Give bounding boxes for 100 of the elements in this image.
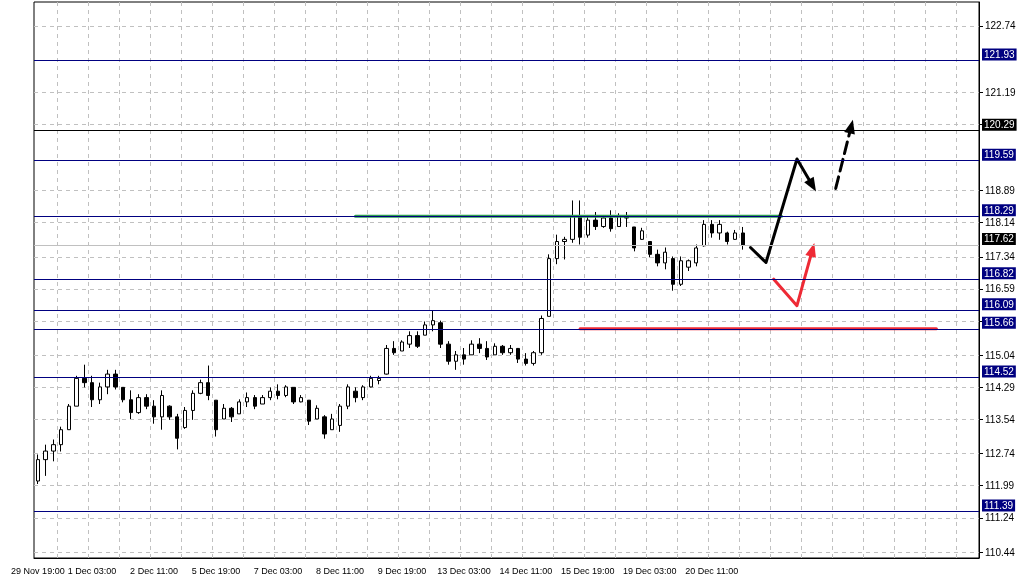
y-tick-label: 115.04 — [985, 349, 1016, 361]
candlestick — [462, 347, 466, 366]
candlestick — [346, 383, 350, 410]
candlestick — [609, 209, 613, 233]
ref-line-label: 120.29 — [984, 119, 1016, 131]
candlestick — [369, 375, 373, 388]
candlestick — [136, 393, 141, 415]
y-tick-label: 114.29 — [985, 381, 1016, 393]
x-tick-label: 7 Dec 03:00 — [253, 565, 303, 576]
candlestick — [469, 339, 474, 356]
candlestick — [431, 310, 435, 332]
x-tick-label: 5 Dec 19:00 — [191, 565, 241, 576]
candlestick — [377, 375, 381, 385]
candlestick — [446, 340, 451, 366]
candlestick — [640, 227, 644, 241]
ref-line-label: 114.52 — [984, 366, 1015, 378]
candlestick — [477, 337, 482, 354]
candlestick — [338, 403, 342, 433]
candlestick — [51, 439, 56, 462]
candlestick — [67, 403, 71, 431]
candlestick — [253, 394, 257, 410]
candlestick — [531, 350, 536, 367]
ref-line-label: 119.59 — [984, 149, 1015, 161]
candlestick — [284, 384, 288, 398]
candlestick — [160, 389, 164, 431]
candlestick — [36, 454, 40, 485]
candlestick — [198, 379, 203, 395]
candlestick — [679, 255, 683, 287]
candlestick — [353, 386, 358, 403]
y-tick-label: 117.34 — [985, 251, 1016, 263]
x-tick-label: 19 Dec 03:00 — [623, 565, 677, 576]
x-tick-label: 13 Dec 03:00 — [437, 565, 491, 576]
candlestick — [322, 414, 327, 440]
candlestick — [655, 249, 660, 267]
x-tick-label: 14 Dec 11:00 — [499, 565, 553, 576]
x-tick-label: 20 Dec 11:00 — [685, 565, 739, 576]
x-tick-label: 29 Nov 19:00 — [11, 565, 65, 576]
ref-line-label: 115.66 — [984, 317, 1015, 329]
candlestick — [710, 219, 714, 239]
candlestick — [384, 344, 389, 376]
y-tick-label: 122.74 — [985, 20, 1017, 32]
candlestick — [299, 394, 303, 403]
candlestick — [508, 344, 513, 356]
x-tick-label: 8 Dec 11:00 — [316, 565, 364, 576]
candlestick — [43, 444, 48, 477]
y-tick-label: 111.24 — [985, 512, 1015, 524]
candlestick — [245, 391, 249, 408]
candlestick — [671, 255, 675, 292]
candlestick — [694, 244, 698, 267]
candlestick — [90, 375, 94, 408]
y-tick-label: 121.19 — [985, 86, 1017, 98]
candlestick — [276, 383, 280, 400]
candlestick — [361, 384, 365, 401]
candlestick — [291, 386, 296, 405]
candlestick — [392, 340, 396, 356]
ref-line-label: 117.62 — [984, 233, 1015, 245]
y-tick-label: 116.59 — [985, 283, 1016, 295]
candlestick — [229, 406, 234, 423]
candlestick — [539, 315, 544, 356]
y-tick-label: 118.14 — [985, 217, 1016, 229]
candlestick — [593, 211, 598, 231]
y-tick-label: 118.89 — [985, 185, 1016, 197]
candlestick — [307, 399, 311, 426]
y-tick-label: 112.74 — [985, 448, 1016, 460]
x-tick-label: 9 Dec 19:00 — [377, 565, 427, 576]
candlestick — [725, 231, 729, 245]
x-tick-label: 2 Dec 11:00 — [130, 565, 178, 576]
candlestick — [578, 199, 582, 245]
candlestick — [407, 330, 412, 349]
candlestick — [129, 389, 133, 420]
candlestick — [82, 364, 87, 388]
candlestick — [516, 347, 520, 364]
candlestick — [222, 403, 226, 420]
candlestick — [717, 219, 722, 241]
x-tick-label: 15 Dec 19:00 — [561, 565, 615, 576]
ref-line-label: 118.29 — [984, 204, 1015, 216]
candlestick — [632, 226, 636, 252]
candlestick — [547, 253, 551, 317]
candlestick — [98, 382, 102, 405]
candlestick — [493, 342, 497, 356]
ref-line-label: 111.39 — [984, 499, 1014, 511]
candlestick — [648, 241, 652, 258]
y-tick-label: 113.54 — [985, 413, 1016, 425]
candlestick — [733, 229, 737, 241]
y-tick-label: 111.99 — [985, 480, 1015, 492]
candlestick — [686, 258, 691, 272]
candlestick — [524, 352, 528, 367]
candlestick — [121, 386, 125, 403]
candlestick — [144, 393, 149, 410]
y-tick-label: 110.44 — [985, 546, 1016, 558]
candlestick — [663, 247, 667, 270]
candlestick — [214, 399, 218, 438]
candlestick — [206, 365, 210, 401]
candlestick — [500, 344, 505, 356]
ref-line-label: 116.09 — [984, 298, 1015, 310]
candlestick — [59, 426, 63, 452]
candlestick — [105, 369, 110, 395]
candlestick — [562, 236, 567, 260]
candlestick — [315, 404, 319, 420]
candlestick — [152, 399, 156, 425]
